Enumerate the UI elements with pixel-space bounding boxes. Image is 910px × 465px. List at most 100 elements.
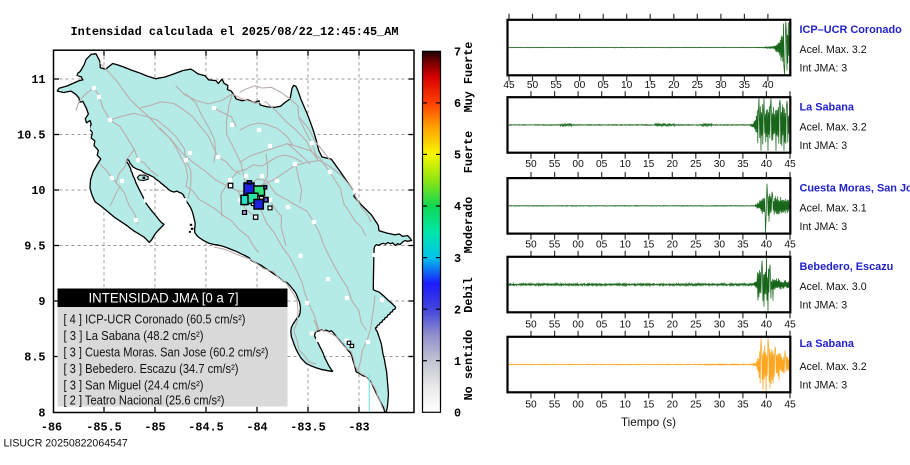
svg-text:20: 20: [667, 400, 679, 411]
svg-text:10.5: 10.5: [17, 129, 45, 143]
svg-text:15: 15: [643, 159, 655, 170]
svg-text:40: 40: [761, 400, 773, 411]
svg-text:05: 05: [596, 320, 608, 331]
svg-text:La Sabana: La Sabana: [800, 101, 855, 113]
svg-text:Cuesta Moras, San Jose: Cuesta Moras, San Jose: [800, 182, 910, 194]
svg-text:55: 55: [549, 159, 561, 170]
svg-text:15: 15: [643, 320, 655, 331]
svg-text:25: 25: [690, 400, 702, 411]
svg-text:Fuerte: Fuerte: [462, 131, 476, 173]
svg-text:4: 4: [454, 200, 461, 214]
svg-text:-84: -84: [246, 421, 267, 435]
svg-text:Int JMA: 3: Int JMA: 3: [800, 221, 848, 233]
svg-text:55: 55: [549, 400, 561, 411]
svg-text:30: 30: [714, 320, 726, 331]
svg-text:Bebedero, Escazu: Bebedero, Escazu: [800, 261, 894, 273]
svg-text:Int JMA: 3: Int JMA: 3: [800, 300, 848, 312]
svg-text:10: 10: [620, 240, 632, 251]
svg-text:10: 10: [621, 80, 633, 91]
svg-text:15: 15: [645, 80, 657, 91]
svg-text:6: 6: [454, 97, 461, 111]
svg-text:50: 50: [525, 159, 537, 170]
svg-text:Muy Fuerte: Muy Fuerte: [462, 42, 476, 113]
svg-text:-83.5: -83.5: [290, 421, 325, 435]
svg-text:Acel. Max. 3.2: Acel. Max. 3.2: [800, 44, 867, 56]
svg-text:Int JMA: 3: Int JMA: 3: [800, 140, 848, 152]
svg-text:Acel. Max. 3.2: Acel. Max. 3.2: [800, 361, 867, 373]
svg-text:2: 2: [454, 303, 461, 317]
svg-text:Acel. Max. 3.1: Acel. Max. 3.1: [800, 203, 867, 215]
svg-text:5: 5: [454, 149, 461, 163]
svg-text:05: 05: [596, 159, 608, 170]
svg-text:50: 50: [525, 400, 537, 411]
svg-text:45: 45: [503, 80, 515, 91]
svg-text:30: 30: [714, 400, 726, 411]
svg-text:10: 10: [620, 159, 632, 170]
svg-text:00: 00: [572, 320, 584, 331]
svg-text:10: 10: [31, 184, 45, 198]
svg-text:-85: -85: [144, 421, 165, 435]
svg-text:LISUCR 20250822064547: LISUCR 20250822064547: [4, 438, 128, 450]
svg-text:7: 7: [454, 46, 461, 60]
svg-text:[ 3 ] San Miguel (24.4 cm/s²): [ 3 ] San Miguel (24.4 cm/s²): [64, 379, 204, 393]
svg-text:55: 55: [549, 240, 561, 251]
svg-text:20: 20: [667, 320, 679, 331]
svg-text:Int JMA: 3: Int JMA: 3: [800, 63, 848, 75]
svg-text:05: 05: [596, 240, 608, 251]
svg-text:-83: -83: [348, 421, 369, 435]
svg-text:8.5: 8.5: [24, 351, 45, 365]
svg-text:00: 00: [572, 400, 584, 411]
svg-text:45: 45: [784, 400, 796, 411]
svg-text:50: 50: [525, 320, 537, 331]
svg-text:9: 9: [38, 295, 45, 309]
svg-text:50: 50: [527, 80, 539, 91]
svg-text:3: 3: [454, 252, 461, 266]
svg-text:[ 3 ] Bebedero. Escazu (34.7: [ 3 ] Bebedero. Escazu (34.7 cm/s²): [64, 362, 239, 376]
svg-text:00: 00: [572, 240, 584, 251]
svg-text:ICP–UCR Coronado: ICP–UCR Coronado: [800, 24, 903, 36]
svg-text:00: 00: [574, 80, 586, 91]
svg-text:05: 05: [596, 400, 608, 411]
svg-text:0: 0: [454, 407, 461, 421]
svg-text:40: 40: [761, 240, 773, 251]
svg-text:30: 30: [714, 159, 726, 170]
svg-text:45: 45: [784, 159, 796, 170]
svg-text:25: 25: [690, 159, 702, 170]
svg-text:9.5: 9.5: [24, 240, 45, 254]
svg-text:35: 35: [737, 400, 749, 411]
svg-text:25: 25: [690, 320, 702, 331]
svg-text:20: 20: [667, 159, 679, 170]
svg-text:[ 3 ] Cuesta Moras. San Jose: [ 3 ] Cuesta Moras. San Jose (60.2 cm/s²…: [64, 346, 269, 360]
svg-text:La Sabana: La Sabana: [800, 338, 855, 350]
svg-text:11: 11: [31, 73, 45, 87]
svg-text:1: 1: [454, 355, 461, 369]
svg-text:35: 35: [737, 240, 749, 251]
svg-text:00: 00: [572, 159, 584, 170]
svg-text:15: 15: [643, 400, 655, 411]
svg-text:Acel. Max. 3.2: Acel. Max. 3.2: [800, 122, 867, 134]
svg-text:35: 35: [737, 159, 749, 170]
svg-text:30: 30: [714, 240, 726, 251]
svg-text:15: 15: [643, 240, 655, 251]
svg-text:[ 2 ] Teatro Nacional (25.6 c: [ 2 ] Teatro Nacional (25.6 cm/s²): [64, 394, 225, 408]
svg-text:45: 45: [784, 240, 796, 251]
svg-text:40: 40: [762, 80, 774, 91]
svg-text:25: 25: [692, 80, 704, 91]
svg-text:35: 35: [739, 80, 751, 91]
svg-text:40: 40: [761, 159, 773, 170]
svg-text:05: 05: [598, 80, 610, 91]
svg-text:Acel. Max. 3.0: Acel. Max. 3.0: [800, 281, 867, 293]
svg-text:No sentido: No sentido: [462, 330, 476, 401]
svg-text:35: 35: [737, 320, 749, 331]
svg-text:Int JMA: 3: Int JMA: 3: [800, 380, 848, 392]
svg-text:INTENSIDAD JMA [0 a 7]: INTENSIDAD JMA [0 a 7]: [89, 290, 239, 306]
svg-text:[ 3 ] La Sabana (48.2 cm/s²): [ 3 ] La Sabana (48.2 cm/s²): [64, 329, 204, 343]
svg-text:-86: -86: [41, 421, 62, 435]
svg-text:Intensidad calculada el 2025/0: Intensidad calculada el 2025/08/22_12:45…: [71, 25, 399, 39]
svg-text:20: 20: [668, 80, 680, 91]
svg-text:40: 40: [761, 320, 773, 331]
svg-text:45: 45: [784, 320, 796, 331]
svg-text:Tiempo (s): Tiempo (s): [621, 416, 676, 429]
svg-text:25: 25: [690, 240, 702, 251]
svg-text:50: 50: [525, 240, 537, 251]
